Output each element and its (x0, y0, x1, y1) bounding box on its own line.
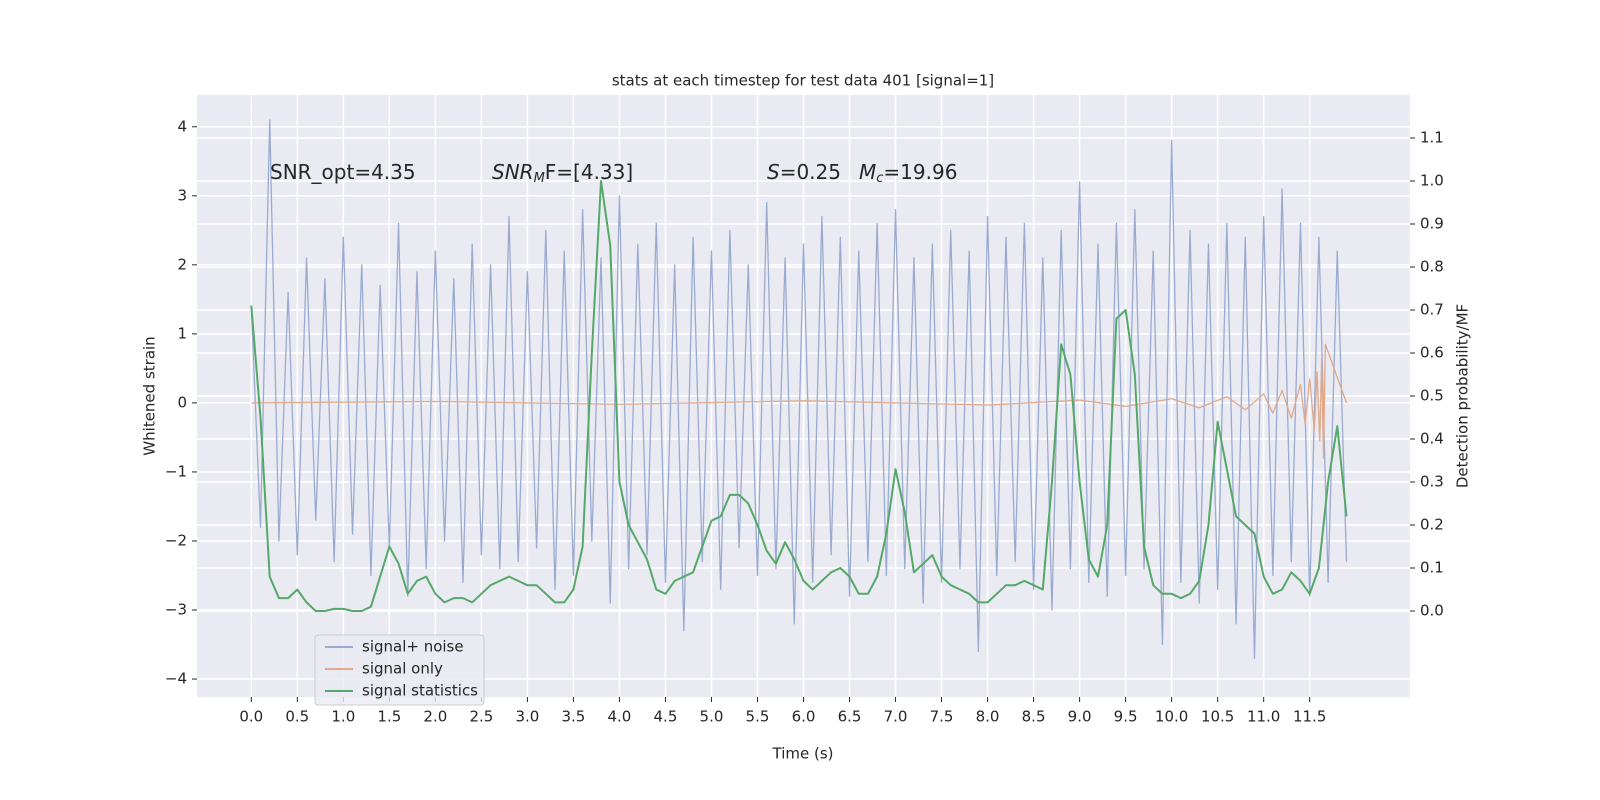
annotation-part: S (767, 160, 780, 184)
x-tick-label: 4.5 (654, 708, 678, 726)
y2-tick-label: 1.0 (1420, 172, 1444, 190)
x-axis-label: Time (s) (772, 745, 834, 763)
x-tick-label: 1.0 (331, 708, 355, 726)
x-tick-label: 4.0 (608, 708, 632, 726)
y-tick-label: −2 (165, 531, 187, 549)
x-tick-label: 7.0 (884, 708, 908, 726)
y2-tick-label: 0.8 (1420, 258, 1444, 276)
series-line (250, 180, 1348, 612)
x-tick-label: 11.5 (1293, 708, 1326, 726)
legend-label: signal statistics (362, 682, 478, 700)
x-tick-label: 6.0 (792, 708, 816, 726)
series-line (251, 343, 1348, 459)
chart-title: stats at each timestep for test data 401… (612, 72, 994, 90)
x-tick-label: 9.0 (1068, 708, 1092, 726)
annotation-part: SNR (492, 160, 534, 184)
x-tick-label: 2.5 (469, 708, 493, 726)
x-tick-label: 5.5 (746, 708, 770, 726)
y-tick-label: −4 (165, 670, 187, 688)
annotation-part: =19.96 (883, 160, 957, 184)
y2-tick-label: 0.4 (1420, 430, 1444, 448)
annotation-part: SNR_opt=4.35 (270, 160, 416, 184)
legend-label: signal+ noise (362, 638, 464, 656)
series-line (250, 119, 1348, 659)
y-tick-label: 0 (177, 393, 187, 411)
x-tick-label: 9.5 (1114, 708, 1138, 726)
y2-tick-label: 0.6 (1420, 344, 1444, 362)
x-tick-label: 8.5 (1022, 708, 1046, 726)
legend-label: signal only (362, 660, 443, 678)
annotation-part: F=[4.33] (545, 160, 633, 184)
x-tick-label: 3.0 (515, 708, 539, 726)
annotation: SNRMF=[4.33] (492, 160, 633, 186)
y2-tick-label: 0.7 (1420, 301, 1444, 319)
y-tick-label: −1 (165, 462, 187, 480)
x-tick-label: 7.5 (930, 708, 954, 726)
y2-axis-label: Detection probability/MF (1454, 304, 1472, 488)
y-tick-label: 2 (177, 255, 187, 273)
y-tick-label: 4 (177, 117, 187, 135)
x-tick-label: 0.0 (239, 708, 263, 726)
annotation: S=0.25 (767, 160, 841, 184)
x-tick-label: 10.0 (1155, 708, 1188, 726)
y2-tick-label: 0.9 (1420, 215, 1444, 233)
x-tick-label: 5.0 (700, 708, 724, 726)
y2-tick-label: 0.3 (1420, 473, 1444, 491)
x-tick-label: 2.0 (423, 708, 447, 726)
annotation-part: =0.25 (780, 160, 841, 184)
y2-tick-label: 1.1 (1420, 129, 1444, 147)
x-tick-label: 11.0 (1247, 708, 1280, 726)
y-tick-label: 3 (177, 186, 187, 204)
y2-tick-label: 0.2 (1420, 516, 1444, 534)
x-tick-label: 10.5 (1201, 708, 1234, 726)
x-tick-label: 6.5 (838, 708, 862, 726)
annotation-sub: c (876, 171, 883, 186)
annotation: SNR_opt=4.35 (270, 160, 416, 184)
y2-tick-label: 0.5 (1420, 387, 1444, 405)
annotation-sub: M (534, 171, 545, 186)
annotation: Mc=19.96 (859, 160, 957, 186)
y-axis-label: Whitened strain (141, 336, 159, 455)
annotation-part: M (859, 160, 876, 184)
x-tick-label: 8.0 (976, 708, 1000, 726)
y2-tick-label: 0.1 (1420, 559, 1444, 577)
y2-tick-label: 0.0 (1420, 602, 1444, 620)
y-tick-label: 1 (177, 324, 187, 342)
y-tick-label: −3 (165, 601, 187, 619)
x-tick-label: 1.5 (377, 708, 401, 726)
legend-box (314, 634, 485, 706)
x-tick-label: 3.5 (561, 708, 585, 726)
x-tick-label: 0.5 (285, 708, 309, 726)
